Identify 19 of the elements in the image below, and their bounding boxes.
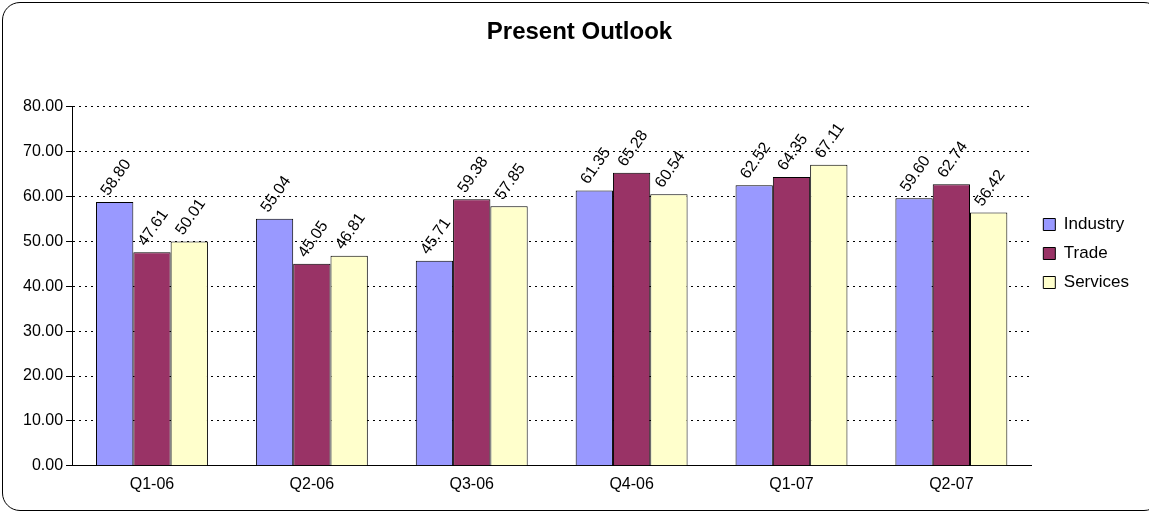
chart-title: Present Outlook [486, 17, 673, 45]
x-tick-label: Q1-07 [769, 474, 814, 492]
x-tick-label: Q4-06 [609, 474, 654, 492]
y-tick-label: 70.00 [22, 142, 64, 160]
y-tick-label: 30.00 [22, 321, 64, 339]
y-tick-label: 60.00 [22, 186, 64, 204]
y-tick-label: 20.00 [22, 366, 64, 384]
y-tick-label: 50.00 [22, 231, 64, 249]
y-tick-label: 10.00 [22, 411, 64, 429]
x-tick-label: Q2-06 [289, 474, 335, 492]
x-tick-label: Q3-06 [449, 474, 495, 492]
legend-label: Trade [1063, 243, 1108, 263]
x-tick-label: Q1-06 [129, 474, 175, 492]
y-tick-label: 0.00 [31, 456, 64, 474]
y-tick-label: 80.00 [22, 97, 64, 115]
y-tick-label: 40.00 [22, 276, 64, 294]
legend-label: Services [1063, 272, 1129, 292]
legend-label: Industry [1063, 214, 1125, 234]
x-tick-label: Q2-07 [929, 474, 974, 492]
